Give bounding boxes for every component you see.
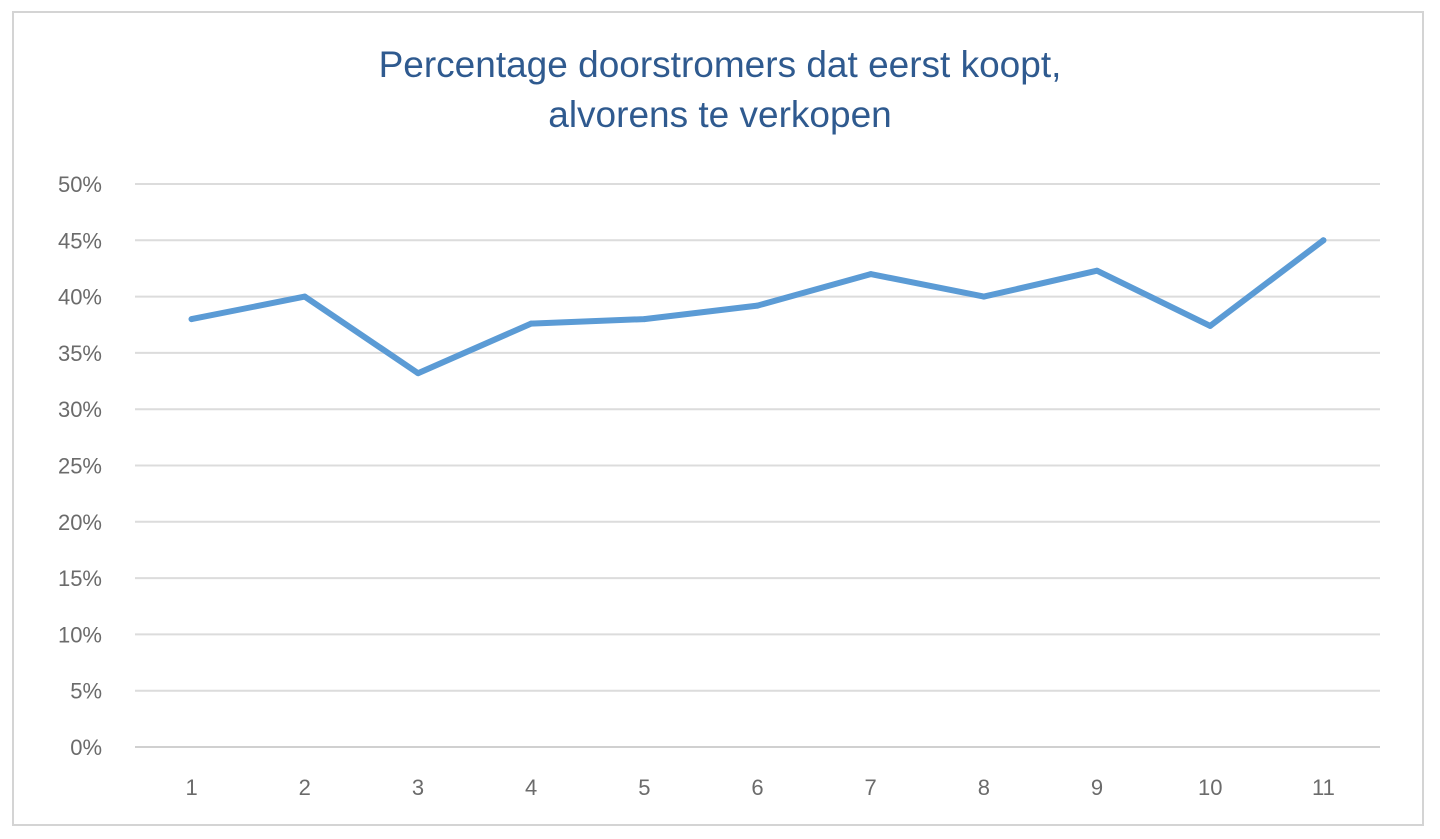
y-tick-label: 35% <box>58 341 102 366</box>
x-tick-label: 8 <box>978 775 990 800</box>
x-tick-label: 6 <box>751 775 763 800</box>
series-layer <box>188 237 1327 377</box>
chart-title-line-1: Percentage doorstromers dat eerst koopt, <box>378 44 1062 85</box>
y-tick-label: 45% <box>58 228 102 253</box>
data-point <box>188 316 195 323</box>
data-point <box>867 271 874 278</box>
y-tick-label: 10% <box>58 622 102 647</box>
y-tick-label: 50% <box>58 172 102 197</box>
data-point <box>1320 237 1327 244</box>
x-tick-label: 3 <box>412 775 424 800</box>
chart-title: Percentage doorstromers dat eerst koopt,… <box>0 40 1440 140</box>
y-tick-label: 25% <box>58 454 102 479</box>
y-tick-label: 40% <box>58 285 102 310</box>
data-point <box>1094 267 1101 274</box>
y-tick-label: 0% <box>70 735 102 760</box>
data-point <box>414 370 421 377</box>
x-tick-label: 11 <box>1312 775 1335 800</box>
x-tick-label: 2 <box>299 775 311 800</box>
x-tick-label: 7 <box>865 775 877 800</box>
y-tick-label: 15% <box>58 566 102 591</box>
x-tick-label: 4 <box>525 775 537 800</box>
y-axis-tick-labels: 0% 5% 10% 15% 20% 25% 30% 35% 40% 45% 50% <box>58 172 102 760</box>
x-tick-label: 10 <box>1198 775 1222 800</box>
y-tick-label: 20% <box>58 510 102 535</box>
x-axis-tick-labels: 1 2 3 4 5 6 7 8 9 10 11 <box>185 775 1334 800</box>
x-tick-label: 5 <box>638 775 650 800</box>
data-point <box>754 302 761 309</box>
x-tick-label: 9 <box>1091 775 1103 800</box>
chart-title-line-2: alvorens te verkopen <box>548 94 892 135</box>
y-tick-label: 5% <box>70 679 102 704</box>
gridlines <box>135 183 1380 748</box>
data-point <box>641 316 648 323</box>
x-tick-label: 1 <box>185 775 197 800</box>
data-point <box>301 293 308 300</box>
data-point <box>1207 322 1214 329</box>
data-point <box>528 320 535 327</box>
data-point <box>980 293 987 300</box>
y-tick-label: 30% <box>58 397 102 422</box>
